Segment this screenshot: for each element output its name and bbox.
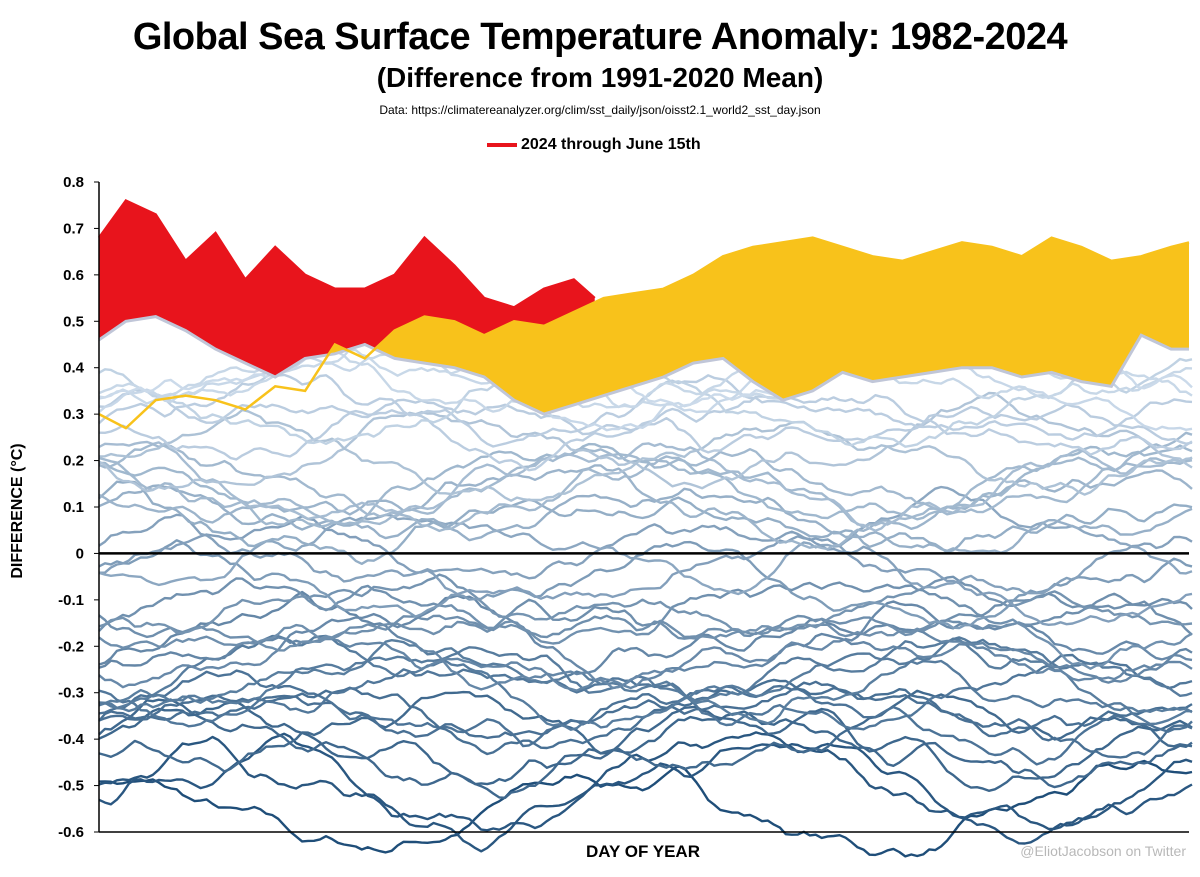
y-tick-label: -0.2 <box>58 638 84 655</box>
history-line <box>98 680 1193 759</box>
history-line <box>98 592 1193 649</box>
history-line <box>98 637 1193 725</box>
history-line <box>98 440 1193 532</box>
history-line <box>98 592 1193 652</box>
history-line <box>98 484 1193 554</box>
history-line <box>98 515 1193 626</box>
series-line-2024 <box>97 199 596 309</box>
chart-title: Global Sea Surface Temperature Anomaly: … <box>132 16 1068 58</box>
historical-year-lines <box>98 308 1193 858</box>
history-line <box>98 669 1193 766</box>
history-line <box>98 653 1193 731</box>
history-line <box>98 539 1193 630</box>
y-tick-label: 0.3 <box>63 406 84 423</box>
history-line <box>98 700 1193 792</box>
data-source-note: Data: https://climatereanalyzer.org/clim… <box>379 103 821 117</box>
history-line <box>98 698 1193 799</box>
history-line <box>98 480 1193 565</box>
history-line <box>98 485 1193 596</box>
history-line <box>99 442 1193 528</box>
history-line <box>98 577 1193 670</box>
envelope-line <box>98 315 1189 416</box>
x-axis-label: DAY OF YEAR <box>585 842 700 861</box>
history-line <box>98 408 1193 502</box>
y-tick-label: 0.2 <box>63 453 84 470</box>
y-tick-label: 0 <box>76 545 84 562</box>
history-line <box>98 431 1193 529</box>
y-tick-label: 0.4 <box>63 360 85 377</box>
y-tick-labels: 0.8 0.7 0.6 0.5 0.4 0.3 0.2 0.1 0 -0.1 -0.2 -0.3 -0.… <box>58 174 99 841</box>
credit-label: @EliotJacobson on Twitter <box>1020 843 1186 859</box>
series-line-2023 <box>98 236 1190 430</box>
fill-2023 <box>99 237 1189 415</box>
y-tick-label: 0.7 <box>63 220 84 237</box>
legend-label-2024: 2024 through June 15th <box>521 136 701 153</box>
y-tick-label: -0.4 <box>58 731 85 748</box>
legend-swatch-2024 <box>487 143 517 147</box>
y-tick-label: -0.3 <box>58 685 84 702</box>
y-tick-label: 0.5 <box>63 313 84 330</box>
history-line <box>98 443 1193 533</box>
y-axis-label: DIFFERENCE (°C) <box>9 443 26 579</box>
history-line <box>98 590 1193 691</box>
y-tick-label: -0.1 <box>58 592 84 609</box>
history-line <box>98 632 1193 692</box>
chart-subtitle: (Difference from 1991-2020 Mean) <box>376 62 824 93</box>
y-tick-label: -0.6 <box>58 824 84 841</box>
y-tick-label: -0.5 <box>58 778 84 795</box>
y-tick-label: 0.8 <box>63 174 84 191</box>
y-tick-label: 0.6 <box>63 267 84 284</box>
legend: 2024 through June 15th <box>487 135 701 155</box>
highlight-lines <box>97 199 1190 430</box>
history-line <box>98 689 1193 773</box>
history-line <box>98 371 1193 472</box>
y-tick-label: 0.1 <box>63 499 84 516</box>
